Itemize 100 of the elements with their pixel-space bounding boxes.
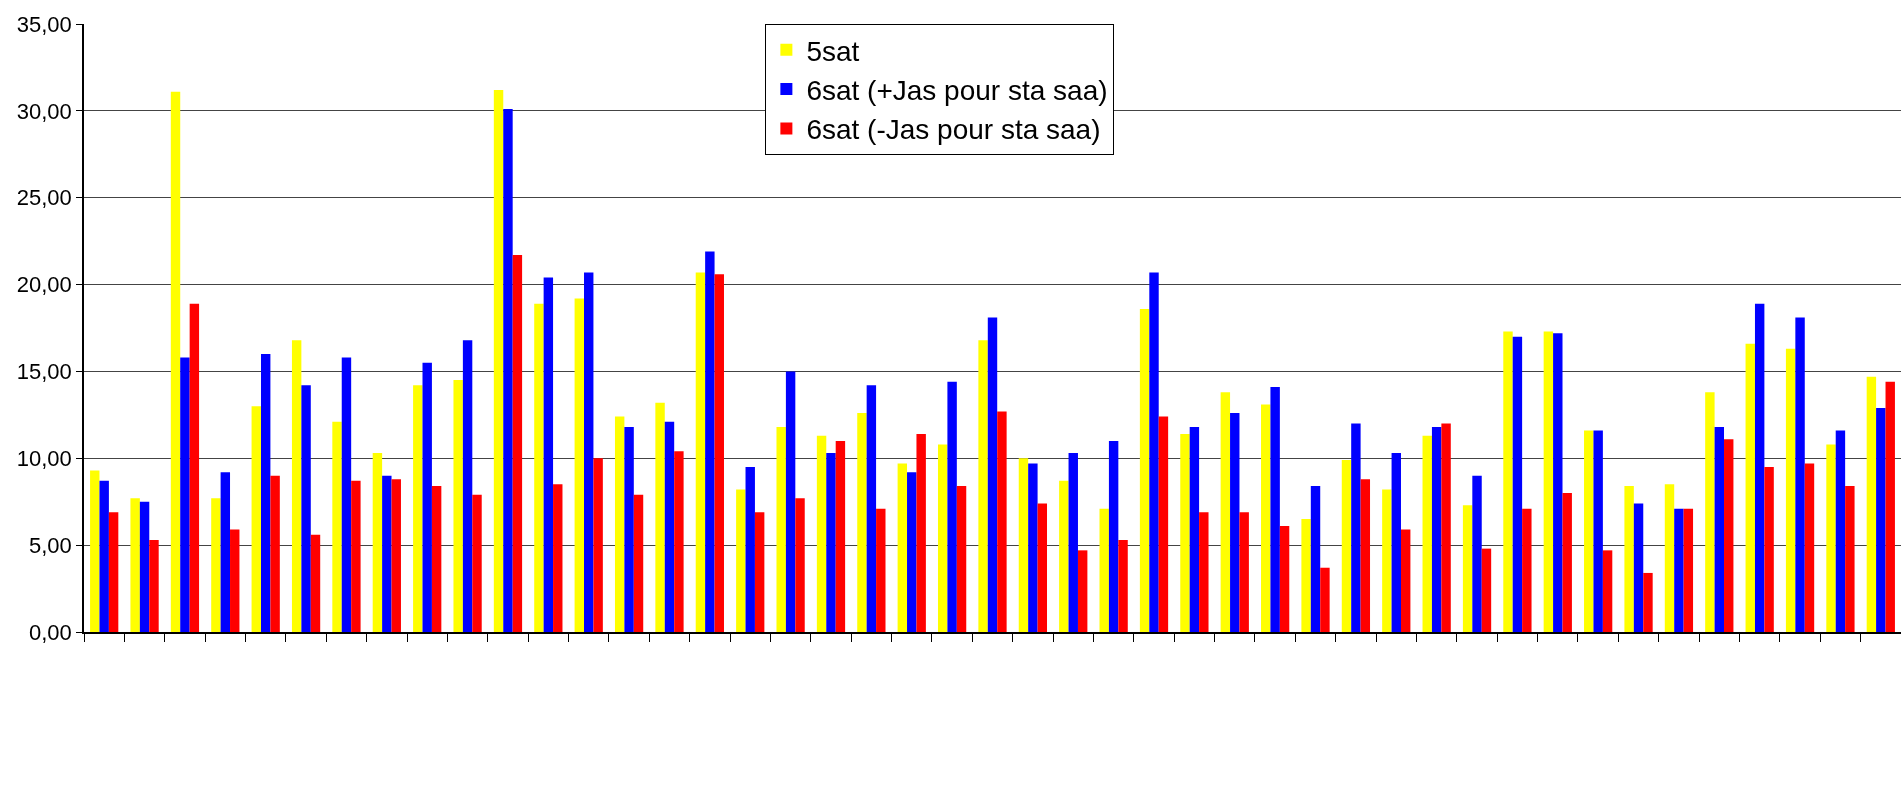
bar: [291, 340, 302, 632]
bar: [230, 529, 240, 632]
bar: [422, 362, 432, 632]
bar: [1826, 444, 1836, 632]
bar: [1422, 435, 1432, 632]
bar: [1543, 331, 1554, 632]
y-tick-label: 30,00: [16, 98, 72, 124]
bar: [664, 421, 675, 632]
bar: [553, 484, 563, 632]
bar: [1593, 430, 1603, 632]
bar: [978, 340, 988, 632]
bar: [1512, 336, 1523, 632]
bar: [310, 534, 321, 632]
bar: [1360, 479, 1371, 632]
bar: [897, 463, 908, 632]
bar: [431, 486, 442, 632]
bar: [1481, 548, 1492, 632]
y-tick-label: 35,00: [16, 11, 72, 37]
bar: [987, 317, 998, 632]
bar: [260, 354, 271, 632]
bar: [1745, 343, 1755, 632]
bar: [391, 479, 401, 632]
bar: [543, 277, 554, 632]
bar: [795, 498, 805, 632]
bar: [754, 512, 765, 632]
bar: [1754, 303, 1765, 632]
bar: [270, 475, 280, 632]
bar: [633, 494, 644, 632]
bar: [220, 472, 231, 632]
bar: [301, 385, 311, 632]
bar: [1139, 308, 1150, 632]
bar: [1674, 508, 1684, 632]
bar: [180, 357, 190, 632]
bar: [1037, 503, 1048, 632]
bar: [1522, 508, 1532, 632]
y-tick-label: 5,00: [29, 532, 72, 558]
bar: [1845, 486, 1855, 632]
bar: [956, 486, 967, 632]
bar: [1301, 519, 1311, 632]
bar: [99, 480, 109, 632]
bar: [341, 357, 352, 632]
legend-label: 5sat: [806, 35, 860, 67]
bar: [866, 385, 877, 632]
bar: [1876, 407, 1886, 632]
bar: [1624, 486, 1634, 632]
bar: [916, 433, 926, 632]
legend-label: 6sat (-Jas pour sta saa): [806, 114, 1101, 146]
bar: [512, 255, 523, 632]
bar: [593, 458, 603, 632]
bar: [1189, 427, 1200, 632]
bar: [108, 512, 119, 632]
bar: [826, 453, 836, 632]
bar: [1391, 453, 1401, 632]
bar: [130, 498, 140, 632]
bar: [705, 251, 715, 632]
bar: [857, 413, 867, 632]
bar: [1885, 381, 1895, 632]
bar: [1866, 376, 1877, 632]
bar: [1199, 512, 1209, 632]
bar: [503, 109, 513, 632]
bar: [1230, 413, 1240, 632]
bar: [211, 498, 221, 632]
bar: [624, 427, 634, 632]
bar: [1180, 433, 1190, 632]
bar: [1683, 508, 1694, 632]
bar: [1261, 404, 1271, 632]
bar: [1472, 475, 1482, 632]
bar: [1705, 392, 1715, 632]
bar: [1270, 387, 1280, 632]
bar: [1351, 423, 1361, 632]
bar: [1724, 439, 1734, 632]
bar: [997, 411, 1007, 632]
bar: [472, 494, 482, 632]
bar: [835, 440, 846, 632]
bar: [736, 489, 746, 632]
bar: [1018, 458, 1029, 632]
bar: [1804, 463, 1815, 632]
y-tick-label: 15,00: [16, 359, 72, 385]
bar: [1441, 423, 1451, 632]
bar: [1149, 272, 1159, 632]
bar: [1068, 453, 1078, 632]
bar: [947, 381, 957, 632]
bar: [1664, 484, 1675, 632]
bar: [1279, 526, 1290, 632]
bar: [372, 453, 383, 632]
bar: [1118, 539, 1128, 632]
bar: [170, 91, 181, 632]
bar: [1714, 427, 1725, 632]
bar: [149, 539, 159, 632]
bar: [655, 402, 665, 632]
bar: [1503, 331, 1513, 632]
bar: [1553, 333, 1563, 632]
bar: [584, 272, 594, 632]
bar: [876, 508, 886, 632]
bar: [614, 416, 625, 632]
legend-label: 6sat (+Jas pour sta saa): [806, 75, 1108, 107]
bar: [1462, 505, 1473, 632]
bar: [1310, 486, 1321, 632]
bar: [907, 472, 917, 632]
y-tick-label: 10,00: [16, 445, 72, 471]
